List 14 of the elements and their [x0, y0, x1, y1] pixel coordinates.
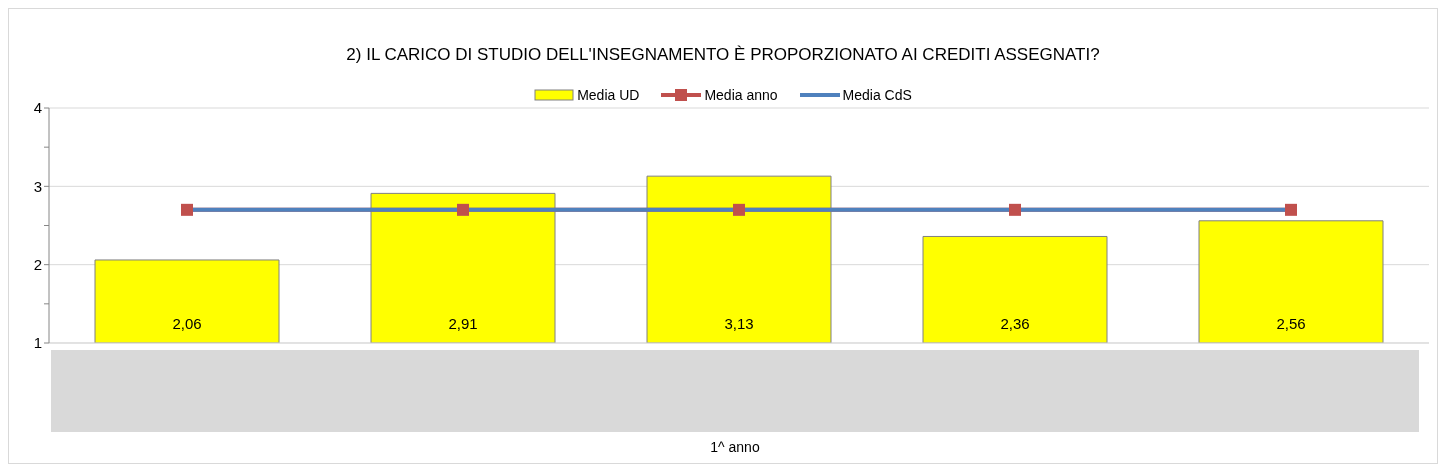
data-label: 2,56: [1276, 315, 1306, 332]
legend-label: Media anno: [704, 87, 778, 103]
y-tick-label: 2: [33, 255, 42, 273]
y-tick-label: 4: [33, 99, 42, 117]
data-label: 3,13: [724, 315, 754, 332]
legend-label: Media CdS: [842, 87, 912, 103]
legend-label: Media UD: [577, 87, 640, 103]
data-label: 2,91: [448, 315, 478, 332]
data-label: 2,36: [1000, 315, 1030, 332]
chart-title: 2) IL CARICO DI STUDIO DELL'INSEGNAMENTO È PROPORZIONATO AI CREDITI ASSEGNATI?: [345, 45, 1101, 65]
y-tick-label: 1: [33, 334, 42, 352]
text: 1^ anno: [709, 439, 761, 455]
data-label: 2,06: [172, 315, 202, 332]
y-tick-label: 3: [33, 177, 42, 195]
